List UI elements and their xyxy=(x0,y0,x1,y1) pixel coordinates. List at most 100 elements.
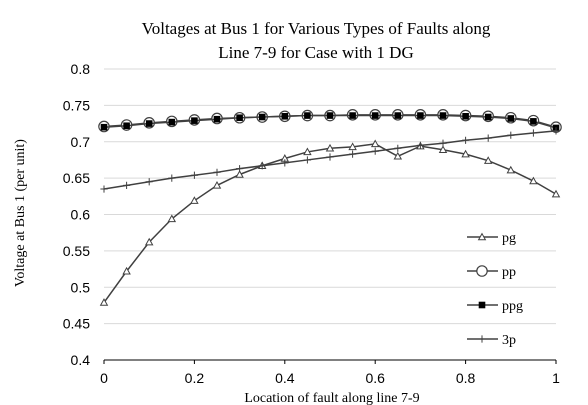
data-point-square xyxy=(304,112,311,119)
data-point-circle xyxy=(476,265,488,277)
legend-item-3p: 3p xyxy=(467,333,516,348)
data-point-square xyxy=(213,115,221,123)
legend-label: ppg xyxy=(502,299,523,314)
y-tick-label: 0.45 xyxy=(63,316,90,332)
data-point-square xyxy=(417,112,424,119)
data-point-plus xyxy=(416,141,424,149)
data-point-triangle xyxy=(190,196,199,204)
chart-title-line1: Voltages at Bus 1 for Various Types of F… xyxy=(142,19,491,38)
data-point-triangle xyxy=(551,189,561,198)
data-point-triangle xyxy=(235,170,244,178)
data-point-triangle xyxy=(167,214,177,223)
series-pg xyxy=(99,139,561,306)
series-3p xyxy=(100,127,560,193)
data-point-square xyxy=(371,112,379,119)
y-tick-label: 0.4 xyxy=(71,352,91,368)
data-point-plus xyxy=(439,139,447,147)
data-point-plus xyxy=(484,134,492,142)
y-axis-title: Voltage at Bus 1 (per unit) xyxy=(13,139,28,287)
data-point-triangle xyxy=(506,165,516,174)
data-point-triangle xyxy=(393,151,403,160)
data-point-plus xyxy=(478,335,486,343)
data-point-triangle xyxy=(477,232,487,241)
data-point-square xyxy=(394,112,402,119)
data-point-plus xyxy=(529,129,537,137)
data-point-plus xyxy=(123,181,131,189)
data-point-square xyxy=(484,113,492,121)
data-point-plus xyxy=(236,165,244,173)
data-point-triangle xyxy=(461,149,470,158)
x-tick-label: 0.6 xyxy=(365,370,385,386)
x-tick-label: 0.2 xyxy=(185,370,205,386)
data-point-square xyxy=(258,113,266,121)
y-tick-label: 0.6 xyxy=(71,207,91,223)
y-tick-label: 0.75 xyxy=(63,97,90,113)
data-point-plus xyxy=(281,159,289,167)
data-point-square xyxy=(478,301,486,309)
legend-label: pp xyxy=(502,265,516,280)
data-point-square xyxy=(168,118,176,126)
data-point-plus xyxy=(213,168,221,176)
y-tick-label: 0.55 xyxy=(63,243,90,259)
data-point-plus xyxy=(190,171,198,179)
data-point-plus xyxy=(258,162,266,170)
grid-lines xyxy=(104,68,556,325)
x-tick-label: 0.8 xyxy=(456,370,476,386)
x-tick-label: 0 xyxy=(100,370,108,386)
data-point-square xyxy=(326,112,334,119)
data-point-plus xyxy=(168,174,176,182)
data-point-triangle xyxy=(348,142,357,151)
data-point-triangle xyxy=(303,147,312,156)
data-point-square xyxy=(281,112,289,120)
legend-item-ppg: ppg xyxy=(467,299,523,314)
legend-item-pg: pg xyxy=(467,231,516,246)
data-point-plus xyxy=(145,178,153,186)
y-tick-label: 0.7 xyxy=(71,134,91,150)
x-tick-label: 0.4 xyxy=(275,370,295,386)
data-point-square xyxy=(462,112,469,120)
y-tick-label: 0.5 xyxy=(71,279,91,295)
y-tick-label: 0.8 xyxy=(71,61,91,77)
x-tick-label: 1 xyxy=(552,370,560,386)
series-line-pg xyxy=(103,143,557,303)
data-point-plus xyxy=(100,185,108,193)
data-point-triangle xyxy=(99,298,109,306)
data-point-triangle xyxy=(325,143,335,152)
data-point-square xyxy=(349,112,356,119)
data-point-square xyxy=(191,117,198,124)
data-point-triangle xyxy=(529,176,538,185)
data-point-triangle xyxy=(483,156,493,164)
data-point-square xyxy=(530,118,537,125)
data-point-plus xyxy=(303,156,311,164)
data-point-triangle xyxy=(212,180,222,189)
legend: pg pp ppg 3p xyxy=(467,231,523,348)
chart-title-line2: Line 7-9 for Case with 1 DG xyxy=(218,43,413,62)
data-point-square xyxy=(236,114,243,122)
series-lines xyxy=(98,109,562,306)
x-axis-title: Location of fault along line 7-9 xyxy=(244,391,419,405)
data-point-square xyxy=(507,115,515,122)
data-point-plus xyxy=(507,131,515,139)
data-point-plus xyxy=(552,127,560,135)
legend-item-pp: pp xyxy=(467,265,516,280)
data-point-plus xyxy=(371,147,379,155)
y-tick-label: 0.65 xyxy=(63,170,90,186)
data-point-triangle xyxy=(144,237,154,246)
data-point-triangle xyxy=(122,266,131,275)
data-point-triangle xyxy=(438,145,448,153)
data-point-plus xyxy=(326,153,334,161)
series-ppg xyxy=(100,112,560,132)
data-point-triangle xyxy=(370,139,380,148)
data-point-square xyxy=(100,123,108,131)
data-point-plus xyxy=(462,136,470,144)
data-point-square xyxy=(145,120,153,127)
data-point-plus xyxy=(394,144,402,152)
legend-label: 3p xyxy=(502,333,516,348)
legend-label: pg xyxy=(502,231,516,246)
axes: 0.4 0.45 0.5 0.55 0.6 0.65 0.7 0.75 0.8 0 0.2 0.4 0.… xyxy=(63,61,560,386)
data-point-plus xyxy=(349,150,357,158)
data-point-square xyxy=(123,122,130,130)
data-point-square xyxy=(439,112,447,119)
